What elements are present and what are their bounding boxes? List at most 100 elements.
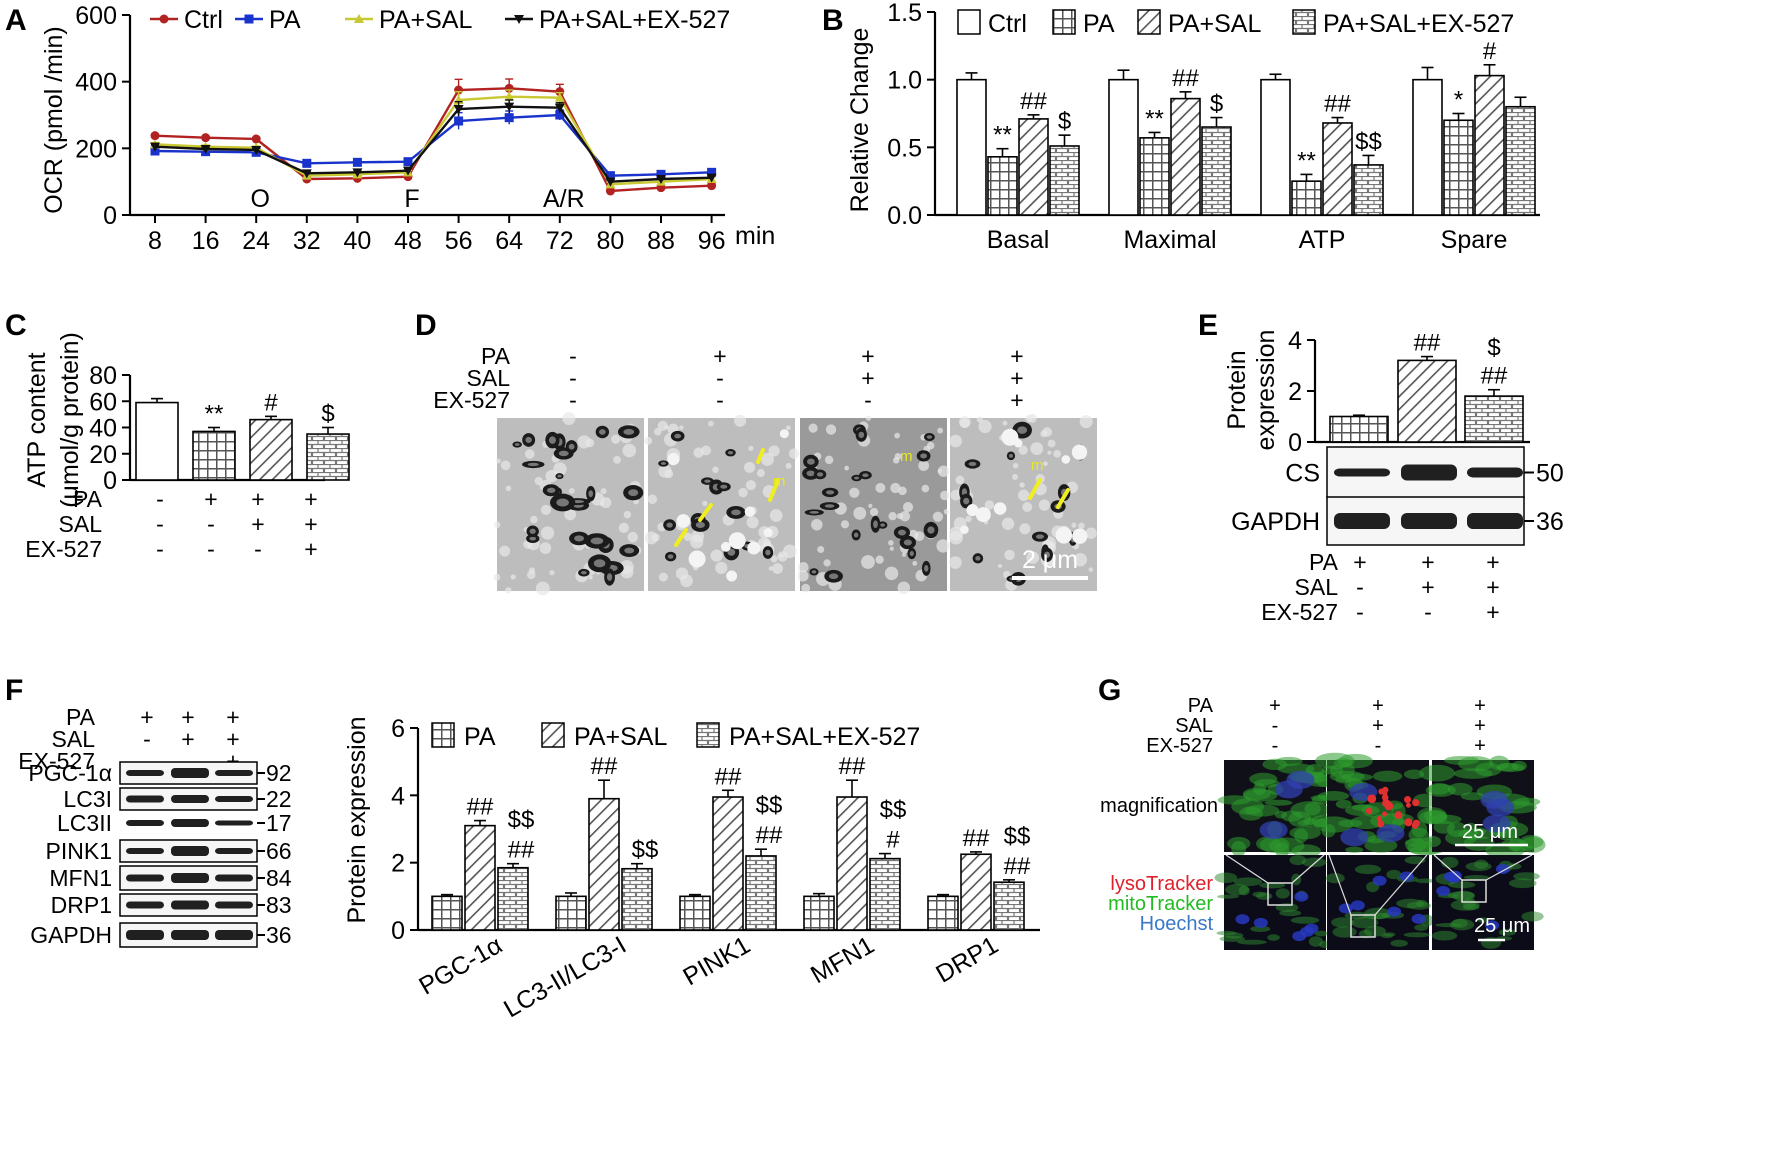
- panel-f-sig-label: ##: [839, 753, 866, 780]
- panel-a-xtick-label: 16: [192, 227, 220, 255]
- panel-g-mito-signal: [1513, 872, 1540, 881]
- panel-d-vacuole: [1061, 455, 1071, 464]
- panel-d-texture: [1079, 415, 1093, 429]
- panel-d-mitochondrion-inner: [727, 548, 736, 556]
- panel-g-mito-signal: [1477, 917, 1489, 923]
- panel-g-zoom-box: [1267, 882, 1293, 906]
- panel-d-cond-sign: +: [861, 343, 874, 369]
- panel-g-mito-signal: [1304, 802, 1321, 816]
- panel-f-bar: [588, 797, 620, 931]
- panel-g-zoom-line: [1328, 854, 1352, 916]
- panel-g-mito-signal: [1238, 885, 1250, 896]
- panel-a-point: [200, 145, 211, 154]
- panel-a-point: [504, 102, 515, 112]
- panel-g-cond-sign: +: [1474, 735, 1486, 757]
- panel-c-sig-label: #: [264, 389, 278, 416]
- panel-a-point: [352, 168, 363, 178]
- panel-g-mito-signal: [1358, 929, 1372, 939]
- panel-a-xtick-label: 80: [596, 227, 624, 255]
- panel-a-annotation: A/R: [543, 185, 585, 213]
- panel-g-nucleus: [1376, 824, 1405, 843]
- panel-f-sig-label: $$: [632, 837, 659, 864]
- panel-d-mitochondrion-inner: [1044, 551, 1050, 558]
- panel-d-mitochondrion-inner: [807, 458, 815, 465]
- panel-d-texture: [861, 555, 875, 569]
- panel-d-texture: [1018, 445, 1028, 455]
- panel-d-texture: [599, 502, 605, 507]
- panel-g-mito-signal: [1416, 899, 1428, 908]
- panel-d-vacuole: [960, 525, 969, 535]
- panel-d-texture: [623, 510, 632, 519]
- panel-d-texture: [918, 460, 930, 471]
- panel-a-legend-marker: [514, 15, 524, 24]
- panel-g-mito-signal: [1214, 872, 1238, 884]
- panel-f-category-label: LC3-II/LC3-I: [499, 931, 631, 1023]
- panel-d-texture: [744, 461, 756, 473]
- panel-letter-a: A: [5, 4, 27, 37]
- panel-b-legend-label: PA: [1083, 10, 1115, 38]
- panel-a-point: [605, 186, 615, 196]
- panel-g-zoom-line: [1433, 854, 1463, 881]
- panel-d-vacuole: [728, 532, 746, 550]
- panel-e-blot-band: [1334, 468, 1390, 477]
- panel-d-texture: [746, 516, 759, 529]
- panel-f-kda-label: 66: [266, 838, 292, 864]
- panel-f-blot-band: [215, 770, 253, 776]
- panel-d-texture: [1002, 420, 1008, 426]
- panel-d-mitochondrion-inner: [920, 453, 928, 459]
- panel-d-texture: [689, 534, 704, 549]
- panel-f-sig-label: ##: [756, 822, 783, 849]
- panel-d-scalebar-label: 2 μm: [1022, 546, 1078, 574]
- panel-a-annotation: O: [250, 185, 269, 213]
- panel-c-cond-sign: -: [254, 536, 262, 562]
- panel-g-mito-signal: [1237, 939, 1267, 945]
- panel-d-mitochondrion-inner: [1017, 426, 1028, 434]
- panel-d-texture: [844, 465, 850, 471]
- panel-d-vacuole: [726, 570, 738, 582]
- panel-c-cond-sign: +: [304, 511, 317, 537]
- panel-f-cond-sign: +: [226, 726, 239, 752]
- panel-d-mitochondrion-inner: [853, 532, 859, 538]
- panel-d-texture: [808, 423, 818, 433]
- panel-e-cond-label-ex-527: EX-527: [1261, 599, 1338, 625]
- panel-d-texture: [564, 508, 576, 521]
- panel-g-mito-signal: [1419, 810, 1448, 825]
- panel-d-texture: [1030, 442, 1044, 456]
- panel-f-kda-label: 36: [266, 922, 292, 948]
- panel-g-mito-signal: [1217, 795, 1252, 805]
- panel-f-blot-band: [126, 930, 164, 940]
- panel-g-mito-signal: [1428, 782, 1451, 795]
- panel-f-blot-band: [215, 874, 253, 882]
- panel-d-texture: [770, 555, 778, 563]
- panel-e-ytick-label: 0: [1288, 429, 1302, 457]
- panel-d-vacuole: [667, 452, 680, 466]
- panel-d-vacuole: [1055, 526, 1073, 544]
- panel-g-mito-signal: [1351, 916, 1379, 929]
- panel-g-cond-sign: +: [1372, 695, 1384, 717]
- panel-b-sig-label: ##: [1324, 91, 1351, 118]
- panel-e: E Protein expression 024 ####$ CS 50GAPDH…: [1198, 309, 1564, 625]
- panel-d-texture: [562, 411, 576, 426]
- panel-g-lyso-signal: [1404, 796, 1412, 804]
- panel-d-texture: [1078, 522, 1085, 530]
- panel-d-texture: [1073, 552, 1088, 567]
- panel-g-lyso-signal: [1377, 820, 1385, 828]
- panel-b-bar: [956, 78, 987, 216]
- panel-g-nucleus: [1274, 780, 1303, 799]
- panel-g-mito-signal: [1242, 787, 1271, 800]
- panel-b-legend-label: Ctrl: [988, 10, 1027, 38]
- panel-g-mito-signal: [1462, 903, 1480, 911]
- panel-a-point: [605, 177, 616, 187]
- panel-d-mitochondrion-inner: [546, 487, 556, 493]
- panel-g-nucleus: [1340, 828, 1369, 847]
- panel-f-legend-swatch: [541, 722, 565, 748]
- panel-letter-e: E: [1198, 309, 1218, 342]
- panel-g-mito-signal: [1383, 932, 1396, 937]
- panel-d-mitochondrion-inner: [824, 504, 835, 508]
- panel-a-point: [554, 92, 565, 102]
- panel-d-texture: [825, 424, 837, 435]
- panel-d-texture: [553, 462, 567, 476]
- panel-f-blot-band: [126, 874, 164, 882]
- panel-f-ylabel: Protein expression: [343, 716, 371, 923]
- panel-f-bar: [712, 796, 744, 931]
